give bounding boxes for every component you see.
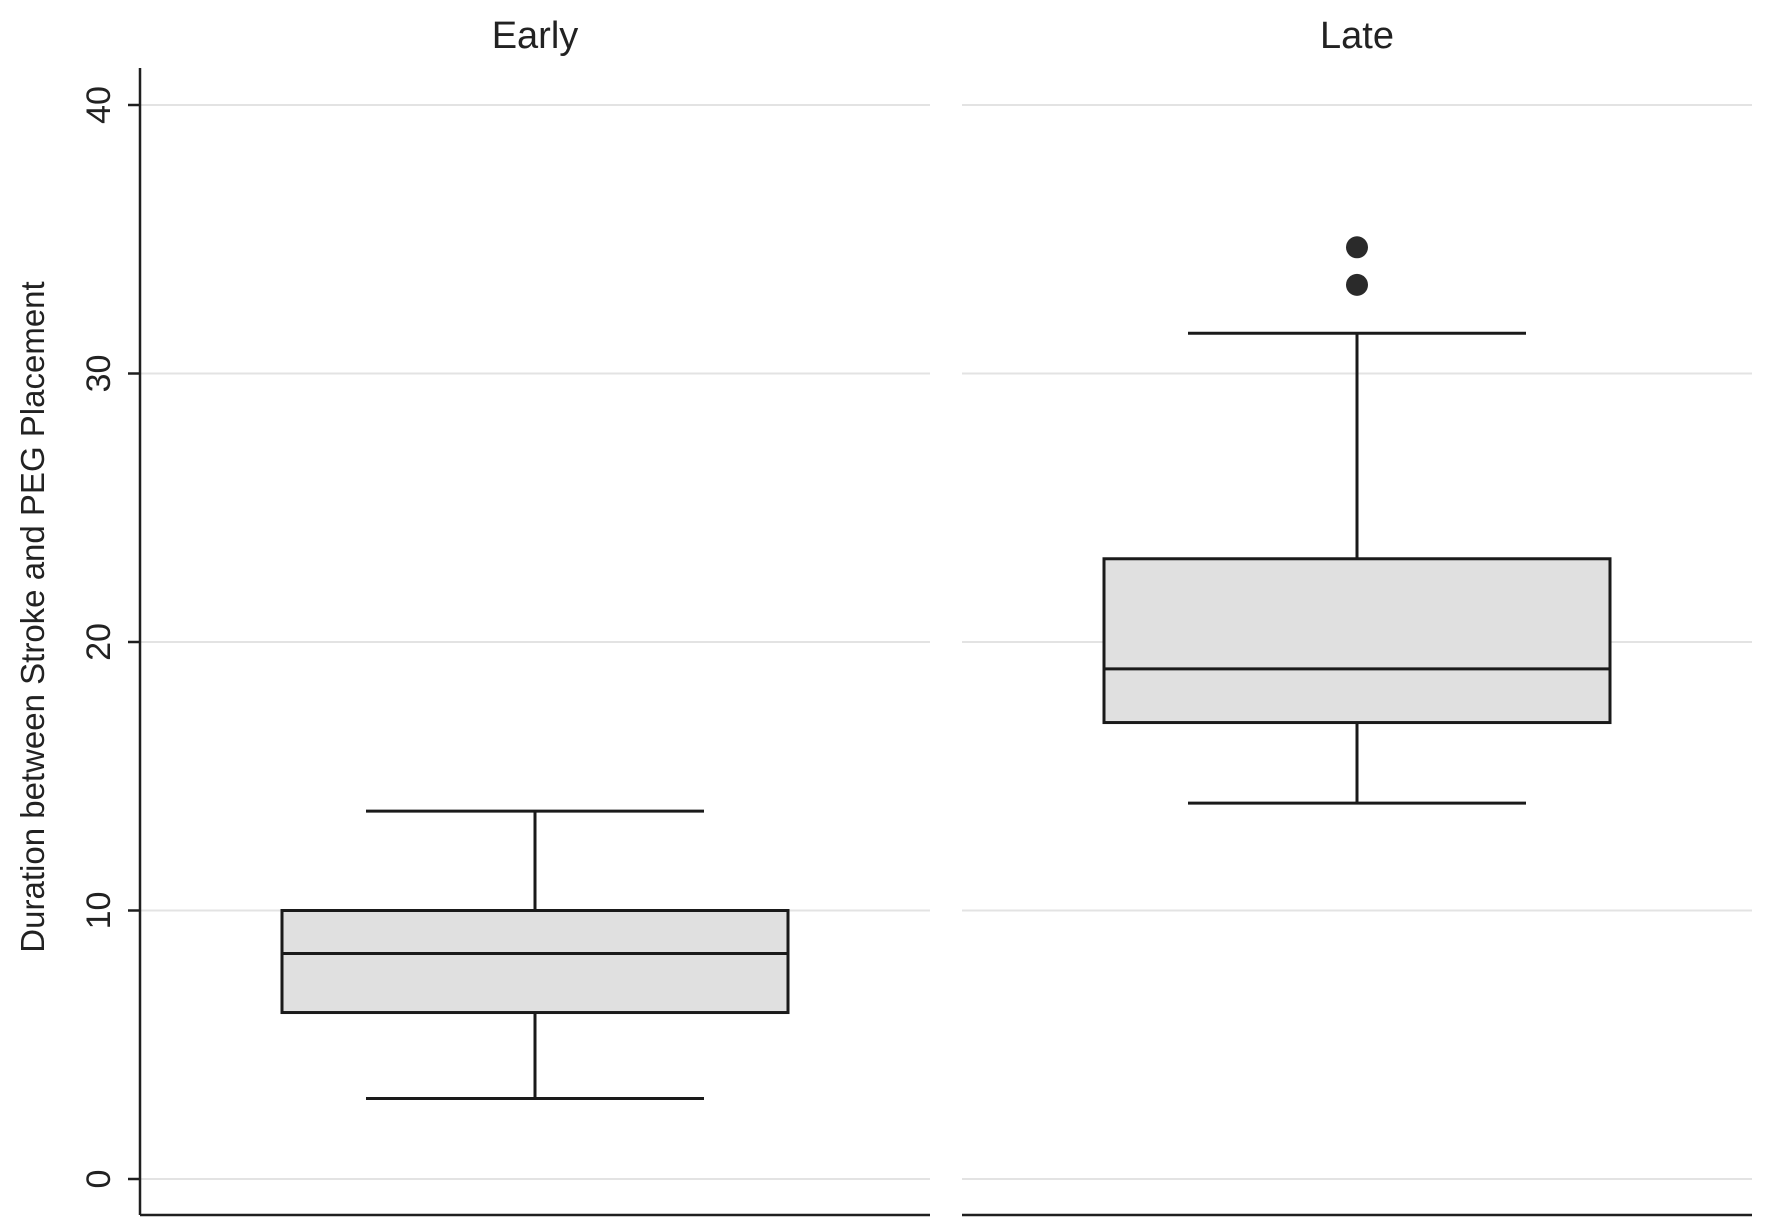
outlier-point-late-2 — [1346, 236, 1368, 259]
iqr-box-early — [280, 909, 790, 1015]
y-tick-label-10: 10 — [80, 892, 118, 930]
labels: 0 10 20 30 40 Duration between Stroke and PEG… — [14, 15, 1394, 1188]
axes — [128, 68, 1752, 1217]
y-tick-label-40: 40 — [80, 86, 118, 124]
y-tick-label-30: 30 — [80, 355, 118, 393]
y-tick-label-0: 0 — [80, 1170, 118, 1189]
outlier-point-late-1 — [1346, 273, 1368, 296]
iqr-box-late — [1102, 557, 1612, 725]
box-marks — [280, 236, 1612, 1100]
panel-title-late: Late — [1320, 15, 1394, 57]
y-axis-title: Duration between Stroke and PEG Placemen… — [14, 281, 51, 952]
panel-title-early: Early — [492, 15, 579, 57]
y-tick-label-20: 20 — [80, 623, 118, 661]
